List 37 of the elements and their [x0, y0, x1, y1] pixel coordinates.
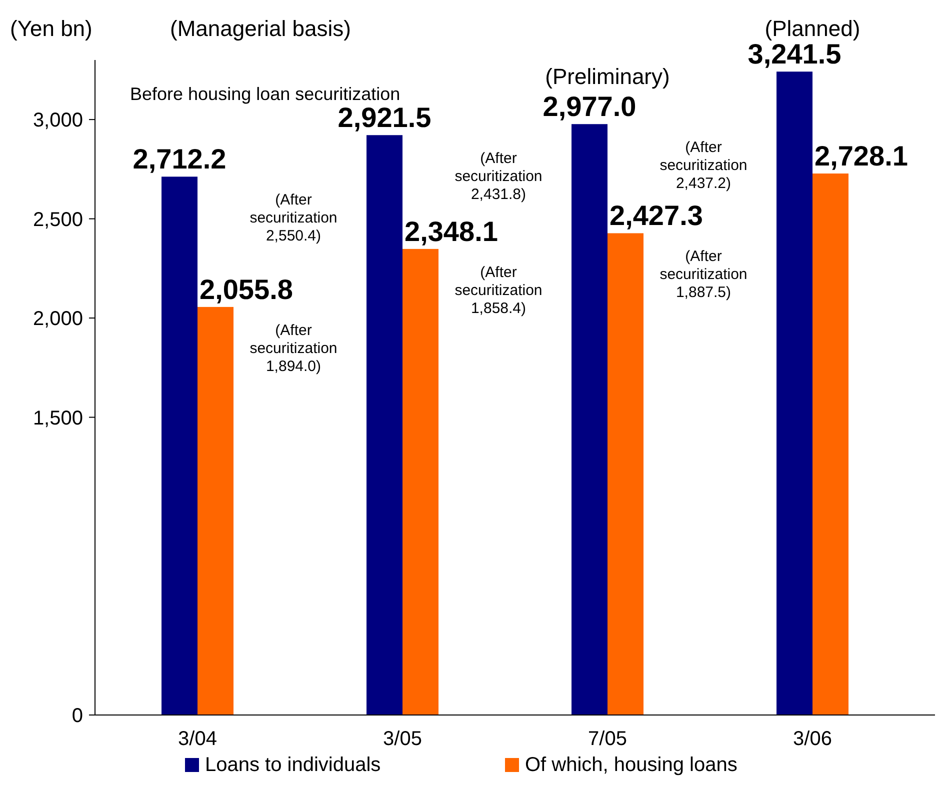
data-label: 2,977.0	[542, 91, 636, 122]
x-tick-label: 3/05	[383, 728, 422, 750]
bar	[776, 72, 812, 715]
data-label: 2,427.3	[610, 200, 703, 232]
bar	[572, 124, 608, 715]
legend-label: Of which, housing loans	[525, 754, 738, 776]
text: (Managerial basis)	[170, 16, 351, 41]
annotation: (Preliminary)	[545, 64, 670, 90]
bar	[402, 248, 438, 715]
x-tick-label: 3/04	[178, 728, 217, 750]
x-tick-label: 7/05	[588, 728, 627, 750]
annotation: (After securitization 2,431.8)	[454, 150, 542, 204]
y-axis-title: (Yen bn)	[10, 16, 92, 41]
bar	[366, 135, 402, 715]
y-tick-label: 0	[72, 705, 83, 727]
annotation: (After securitization 1,858.4)	[454, 264, 542, 317]
annotation: (After securitization 2,550.4)	[250, 192, 338, 245]
bar	[162, 176, 198, 715]
text: (Planned)	[764, 16, 860, 41]
y-tick-label: 2,000	[32, 308, 83, 330]
y-tick-label: 2,500	[32, 208, 83, 231]
bar	[198, 306, 234, 715]
data-label: 2,348.1	[404, 216, 498, 247]
annotation: Before housing loan securitization	[130, 84, 400, 104]
data-label: 2,055.8	[200, 274, 293, 305]
legend-label: Loans to individuals	[205, 754, 381, 776]
y-tick-label: 1,500	[32, 407, 83, 430]
x-tick-label: 3/06	[793, 728, 832, 750]
annotation: (After securitization 1,887.5)	[660, 248, 748, 302]
annotation: (After securitization 1,894.0)	[250, 322, 338, 375]
annotation: (After securitization 2,437.2)	[660, 139, 748, 192]
data-label: 2,728.1	[814, 140, 908, 172]
y-tick-label: 3,000	[32, 110, 83, 132]
data-label: 2,921.5	[338, 102, 432, 134]
bar	[608, 233, 644, 715]
bar	[812, 174, 848, 715]
data-label: 2,712.2	[132, 144, 226, 175]
